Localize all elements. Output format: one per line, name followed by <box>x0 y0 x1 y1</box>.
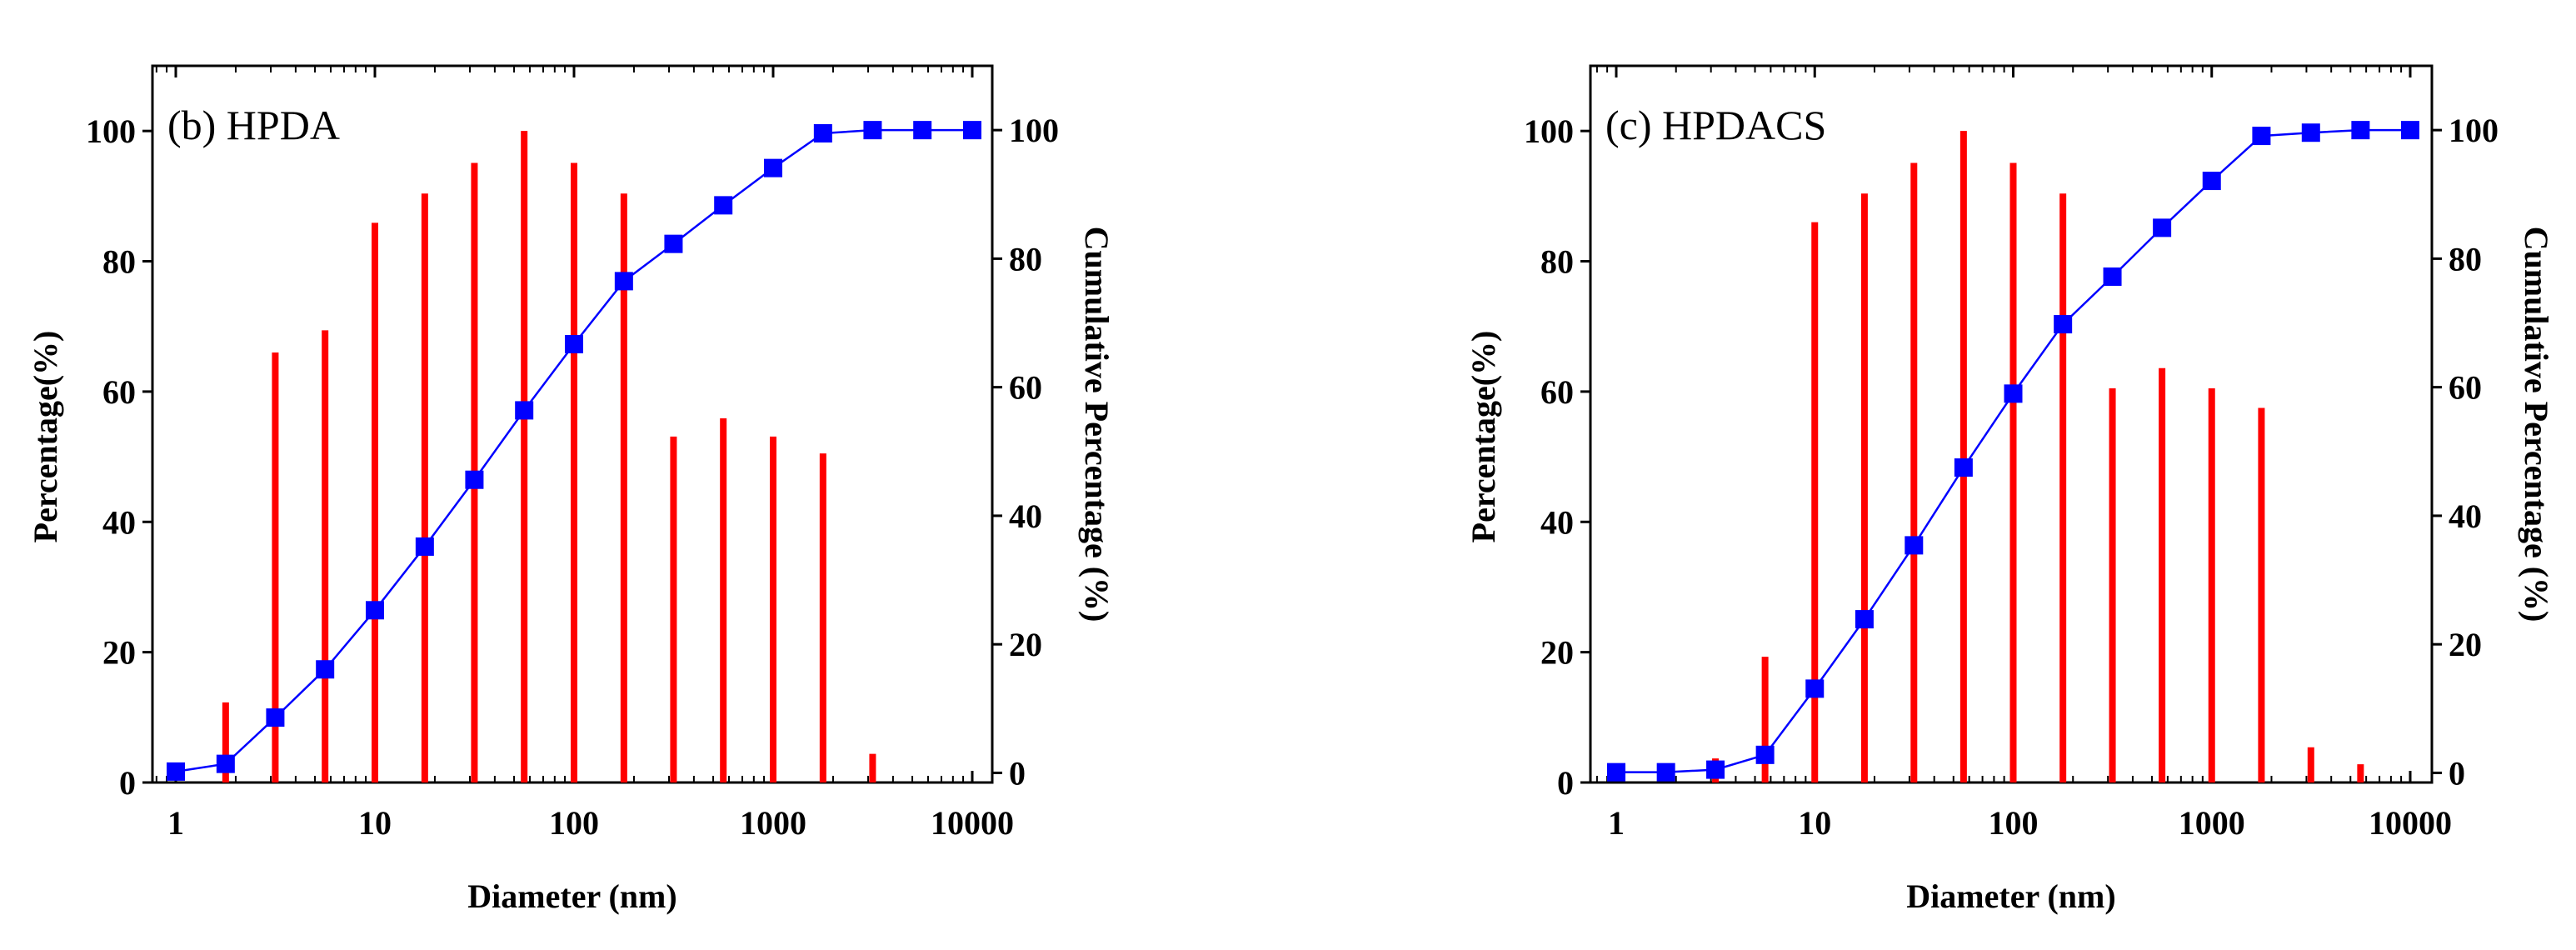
cumulative-marker <box>1905 536 1924 555</box>
x-tick-label: 100 <box>549 804 599 842</box>
cumulative-marker <box>2054 315 2073 334</box>
chart-panel-1: 1 10 100 1000 10000020406080100020406080100(… <box>1465 64 2555 915</box>
cumulative-marker <box>863 121 882 140</box>
cumulative-marker <box>813 123 832 142</box>
cumulative-marker <box>2103 267 2122 286</box>
y2-tick-label: 80 <box>2449 240 2482 278</box>
cumulative-marker <box>415 537 434 556</box>
cumulative-marker <box>913 121 932 140</box>
x-tick-label: 10000 <box>931 804 1014 842</box>
y2-tick-label: 60 <box>2449 369 2482 407</box>
y-axis-label: Percentage(%) <box>27 331 64 543</box>
y2-tick-label: 40 <box>1009 498 1042 535</box>
cumulative-marker <box>2153 218 2172 238</box>
cumulative-marker <box>2252 127 2271 146</box>
cumulative-marker <box>1954 458 1973 478</box>
x-tick-label: 1 <box>1608 804 1625 842</box>
cumulative-marker <box>963 121 981 140</box>
x-tick-label: 100 <box>1989 804 2039 842</box>
cumulative-marker <box>1607 762 1625 782</box>
cumulative-marker <box>1706 760 1725 779</box>
y-tick-label: 0 <box>1557 764 1574 802</box>
y-tick-label: 40 <box>1540 503 1574 541</box>
y2-tick-label: 80 <box>1009 240 1042 278</box>
chart-panel-0: 1 10 100 1000 10000020406080100020406080100(… <box>27 64 1116 915</box>
y-tick-label: 100 <box>1524 112 1574 150</box>
y2-axis-label: Cumulative Percentage (%) <box>1078 227 1116 622</box>
x-tick-label: 1000 <box>740 804 806 842</box>
cumulative-marker <box>465 470 484 489</box>
cumulative-marker <box>2401 121 2419 140</box>
x-tick-label: 10 <box>358 804 392 842</box>
y-tick-label: 60 <box>1540 373 1574 411</box>
cumulative-marker <box>2004 384 2023 403</box>
y-axis-label: Percentage(%) <box>1465 331 1502 543</box>
y2-tick-label: 60 <box>1009 369 1042 407</box>
panel-title: (c) HPDACS <box>1605 102 1826 148</box>
y2-tick-label: 20 <box>2449 626 2482 663</box>
x-tick-label: 10000 <box>2369 804 2452 842</box>
cumulative-marker <box>664 234 683 253</box>
x-axis-label: Diameter (nm) <box>467 878 676 915</box>
x-tick-label: 10 <box>1798 804 1831 842</box>
cumulative-marker <box>167 762 185 781</box>
cumulative-marker <box>2351 121 2370 140</box>
cumulative-marker <box>366 601 384 620</box>
cumulative-marker <box>316 660 335 679</box>
cumulative-marker <box>1755 745 1775 764</box>
panel-title: (b) HPDA <box>167 102 340 148</box>
cumulative-marker <box>266 708 285 728</box>
cumulative-marker <box>515 401 534 420</box>
y-tick-label: 80 <box>1540 243 1574 281</box>
cumulative-marker <box>216 754 235 773</box>
y-tick-label: 0 <box>119 764 136 802</box>
y-tick-label: 40 <box>102 503 136 541</box>
x-tick-label: 1 <box>167 804 184 842</box>
y-tick-label: 20 <box>102 634 136 672</box>
cumulative-marker <box>2301 123 2320 142</box>
y2-tick-label: 0 <box>2449 754 2465 792</box>
cumulative-marker <box>2202 172 2221 191</box>
cumulative-marker <box>1805 679 1825 698</box>
cumulative-marker <box>565 334 583 353</box>
y2-tick-label: 100 <box>2449 112 2499 149</box>
y2-axis-label: Cumulative Percentage (%) <box>2518 227 2555 622</box>
y2-tick-label: 100 <box>1009 112 1059 149</box>
cumulative-marker <box>764 158 782 178</box>
x-tick-label: 1000 <box>2179 804 2245 842</box>
cumulative-marker <box>714 196 733 215</box>
y-tick-label: 20 <box>1540 634 1574 672</box>
cumulative-marker <box>1855 610 1874 629</box>
y-tick-label: 60 <box>102 373 136 411</box>
y2-tick-label: 20 <box>1009 626 1042 663</box>
y2-tick-label: 0 <box>1009 754 1026 792</box>
cumulative-marker <box>614 272 633 291</box>
y2-tick-label: 40 <box>2449 498 2482 535</box>
y-tick-label: 80 <box>102 243 136 281</box>
x-axis-label: Diameter (nm) <box>1906 878 2115 915</box>
cumulative-marker <box>1656 762 1675 782</box>
y-tick-label: 100 <box>86 112 136 150</box>
